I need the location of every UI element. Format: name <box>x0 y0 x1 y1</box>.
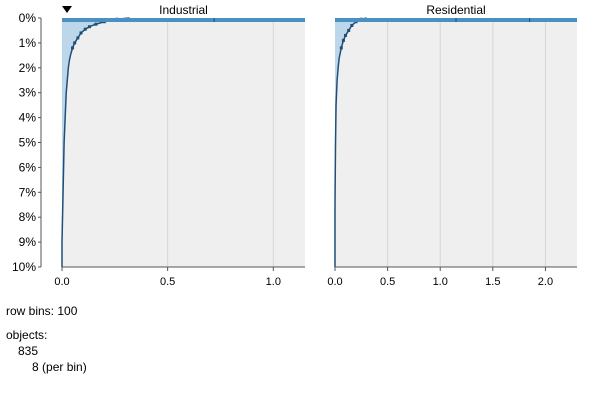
y-tick-label: 2% <box>19 61 37 75</box>
panel-title: Residential <box>426 3 485 17</box>
curve-point <box>350 23 354 27</box>
per-bin-value: 8 <box>32 360 39 374</box>
y-tick-label: 1% <box>19 36 37 50</box>
curve-point <box>83 27 87 31</box>
curve-point <box>71 46 75 50</box>
panel-industrial: Industrial 0.0 0.5 1.0 <box>54 3 305 288</box>
row-bins-value: 100 <box>57 304 78 318</box>
curve-point <box>79 31 83 35</box>
plot-background <box>62 18 305 267</box>
curve-point <box>347 28 351 32</box>
per-bin-label: (per bin) <box>42 360 87 374</box>
x-tick-label: 0.5 <box>160 276 175 288</box>
y-tick-label: 3% <box>19 86 37 100</box>
curve-point <box>73 41 77 45</box>
curve-point <box>341 38 345 42</box>
curve-point <box>76 36 80 40</box>
y-tick-label: 10% <box>12 260 36 274</box>
x-tick-label: 1.5 <box>485 276 500 288</box>
x-tick-label: 1.0 <box>266 276 281 288</box>
x-tick-label: 0.5 <box>380 276 395 288</box>
per-bin-readout: 8 (per bin) <box>32 360 87 374</box>
row-bins-readout: row bins: 100 <box>6 304 77 318</box>
y-tick-label: 6% <box>19 160 37 174</box>
x-tick-label: 0.0 <box>327 276 342 288</box>
objects-count: 835 <box>18 344 39 358</box>
curve-point <box>94 22 98 26</box>
y-tick-label: 5% <box>19 136 37 150</box>
plot-background <box>335 18 577 267</box>
row-bins-label: row bins: <box>6 304 55 318</box>
top-bin-bar <box>62 18 305 22</box>
y-tick-label: 7% <box>19 185 37 199</box>
y-tick-label: 0% <box>19 11 37 25</box>
y-tick-label: 4% <box>19 111 37 125</box>
curve-point <box>87 25 91 29</box>
sort-indicator-icon <box>62 6 72 13</box>
panel-title: Industrial <box>159 3 208 17</box>
y-tick-label: 8% <box>19 210 37 224</box>
curve-point <box>344 33 348 37</box>
objects-label: objects: <box>6 328 48 342</box>
x-tick-label: 1.0 <box>433 276 448 288</box>
curve-point <box>339 46 343 50</box>
panel-residential: Residential 0.0 0.5 1.0 1.5 2.0 <box>327 3 577 288</box>
x-tick-label: 2.0 <box>538 276 553 288</box>
y-tick-label: 9% <box>19 235 37 249</box>
x-tick-label: 0.0 <box>54 276 69 288</box>
